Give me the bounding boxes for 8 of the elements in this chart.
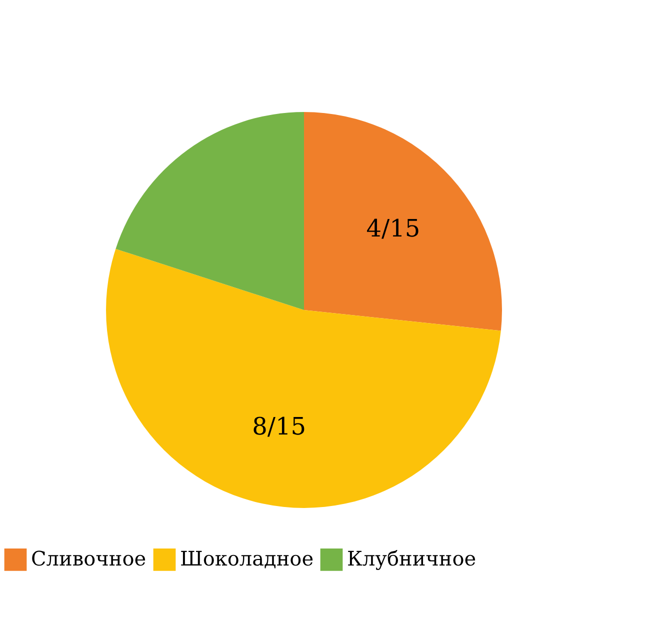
- legend-label: Клубничное: [347, 546, 476, 571]
- pie-slice: [106, 248, 501, 508]
- legend-label: Шоколадное: [180, 546, 314, 571]
- data-label: 4/15: [366, 214, 420, 243]
- legend-label: Сливочное: [31, 546, 146, 571]
- pie-slice: [304, 112, 502, 331]
- data-label: 8/15: [252, 412, 306, 440]
- pie-slice: [116, 112, 304, 310]
